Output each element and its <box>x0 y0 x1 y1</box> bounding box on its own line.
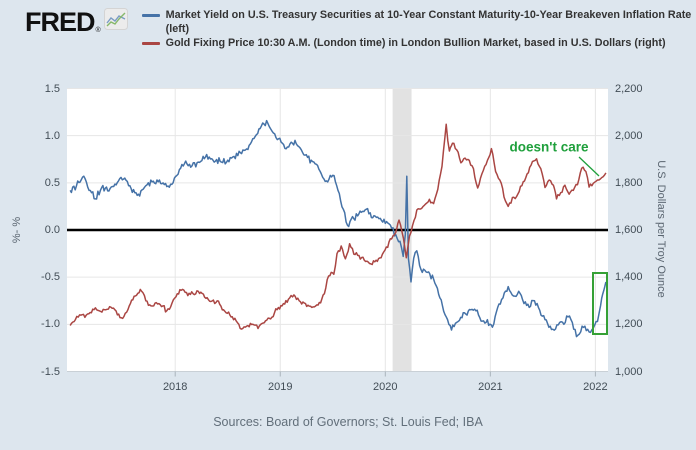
y-axis-left-tick-label: 0.0 <box>44 224 60 236</box>
y-axis-left-tick-label: -0.5 <box>41 271 60 284</box>
chart-legend: Market Yield on U.S. Treasury Securities… <box>141 9 696 51</box>
y-axis-left-tick-label: -1.5 <box>41 365 60 378</box>
x-axis-tick-label: 2021 <box>478 380 503 393</box>
x-axis-tick-label: 2022 <box>583 380 608 393</box>
annotation-highlight-box <box>592 272 608 335</box>
y-axis-right-tick-label: 2,200 <box>615 82 643 95</box>
sources-note: Sources: Board of Governors; St. Louis F… <box>213 415 483 429</box>
x-axis-tick-label: 2020 <box>373 380 398 393</box>
y-axis-left-tick-label: 1.0 <box>44 129 60 142</box>
fred-logo-text: FRED <box>25 6 95 37</box>
registered-mark: ® <box>95 27 101 34</box>
y-axis-right-tick-label: 1,200 <box>615 318 643 331</box>
gold-fixing-price-line <box>69 123 607 330</box>
y-axis-left-tick-label: 0.5 <box>44 176 60 189</box>
x-axis-tick-label: 2018 <box>162 380 188 393</box>
legend-line-sample-blue <box>141 14 160 17</box>
y-axis-right-tick-label: 1,000 <box>615 365 643 378</box>
fred-logo[interactable]: FRED ® <box>25 8 128 35</box>
legend-item-gold-price: Gold Fixing Price 10:30 A.M. (London tim… <box>141 37 696 51</box>
legend-line-sample-red <box>141 42 160 45</box>
legend-label-gold-price: Gold Fixing Price 10:30 A.M. (London tim… <box>165 37 666 49</box>
user-annotation-text: doesn't care <box>509 139 589 155</box>
y-axis-left-tick-label: -1.0 <box>41 318 60 331</box>
y-axis-right-tick-label: 1,800 <box>615 176 643 189</box>
header: FRED ® Market Yield on U.S. Treasury Secu… <box>25 8 696 51</box>
y-axis-right-tick-label: 2,000 <box>615 129 643 142</box>
treasury-real-yield-line <box>69 119 607 338</box>
y-axis-right-tick-label: 1,400 <box>615 271 643 284</box>
x-axis-tick-label: 2019 <box>267 380 293 393</box>
legend-label-treasury-yield: Market Yield on U.S. Treasury Securities… <box>165 9 692 35</box>
fred-sparkline-icon <box>103 8 128 35</box>
annotation-pointer-line <box>578 156 600 177</box>
y-axis-right-tick-label: 1,600 <box>615 224 643 236</box>
legend-item-treasury-yield: Market Yield on U.S. Treasury Securities… <box>141 9 696 36</box>
y-axis-left-tick-label: 1.5 <box>44 82 60 95</box>
